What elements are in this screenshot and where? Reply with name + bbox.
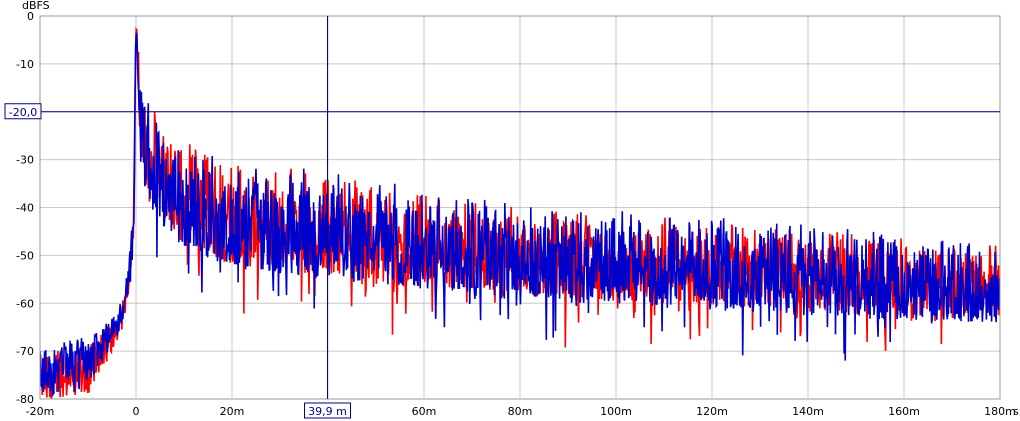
y-tick-label: 0 bbox=[27, 10, 34, 23]
y-tick-label: -70 bbox=[16, 345, 34, 358]
series-blue-line bbox=[40, 32, 1000, 397]
x-tick-label: -20m bbox=[26, 405, 55, 418]
x-tick-label: 80m bbox=[508, 405, 533, 418]
x-tick-label: 180m bbox=[984, 405, 1016, 418]
x-tick-label: 160m bbox=[888, 405, 920, 418]
x-tick-label: 0 bbox=[133, 405, 140, 418]
x-cursor-readout-box bbox=[304, 402, 352, 419]
x-tick-label: 20m bbox=[220, 405, 245, 418]
x-tick-label: 120m bbox=[696, 405, 728, 418]
y-tick-label: -60 bbox=[16, 297, 34, 310]
y-tick-label: -40 bbox=[16, 202, 34, 215]
series-layer bbox=[40, 26, 1000, 399]
cursor-layer[interactable]: 39,9 m -20,0 bbox=[4, 16, 1000, 419]
y-tick-label: -50 bbox=[16, 249, 34, 262]
x-tick-label: 60m bbox=[412, 405, 437, 418]
y-cursor-readout: -20,0 bbox=[9, 106, 37, 119]
y-tick-label: -10 bbox=[16, 58, 34, 71]
y-axis-label: dBFS bbox=[22, 0, 50, 12]
x-tick-label: 140m bbox=[792, 405, 824, 418]
y-tick-label: -80 bbox=[16, 393, 34, 406]
y-tick-label: -30 bbox=[16, 154, 34, 167]
x-axis-unit: s bbox=[1013, 405, 1019, 418]
y-cursor-readout-box bbox=[4, 103, 42, 120]
plot-frame bbox=[39, 15, 1001, 400]
x-cursor-readout: 39,9 m bbox=[308, 405, 347, 418]
x-tick-label: 100m bbox=[600, 405, 632, 418]
